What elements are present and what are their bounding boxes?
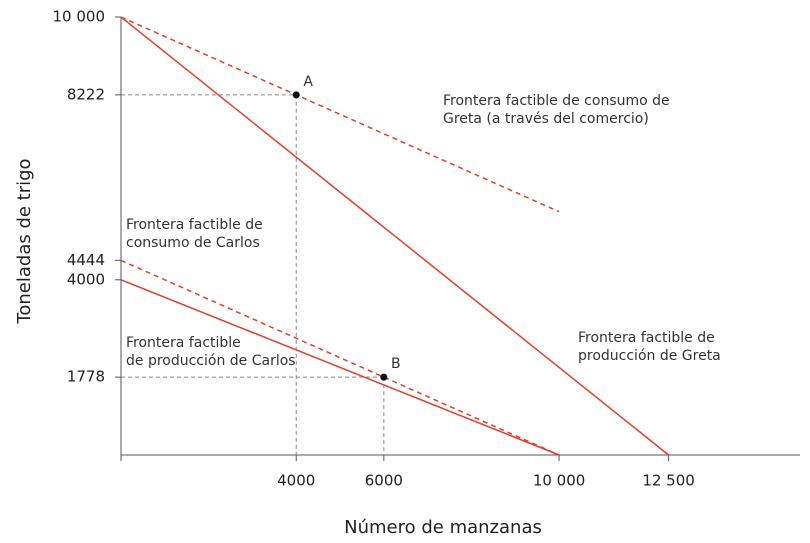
series-label: Frontera factible de consumo de <box>443 93 670 109</box>
y-tick-label: 8222 <box>67 85 105 103</box>
frontier-line <box>120 16 560 213</box>
frontier-line <box>120 259 560 456</box>
x-tick-label: 10 000 <box>533 472 586 490</box>
series-label: consumo de Carlos <box>126 235 260 251</box>
point-label: B <box>391 356 401 372</box>
frontier-line <box>120 16 670 456</box>
y-tick-label: 1778 <box>67 368 105 386</box>
series-label: Frontera factible de <box>578 330 715 346</box>
x-axis-label: Número de manzanas <box>344 517 542 538</box>
y-tick-label: 4444 <box>67 251 105 269</box>
y-tick-label: 4000 <box>67 270 105 288</box>
series-label: Greta (a través del comercio) <box>443 111 649 127</box>
point <box>292 91 300 99</box>
x-tick-label: 4000 <box>277 472 315 490</box>
point <box>380 373 388 381</box>
x-tick-label: 12 500 <box>642 472 695 490</box>
series-label: Frontera factible de <box>126 217 263 233</box>
series-label: producción de Greta <box>578 348 721 364</box>
frontier-line <box>120 279 560 456</box>
y-tick-label: 10 000 <box>53 8 106 26</box>
series-label: de producción de Carlos <box>126 353 296 369</box>
series-label: Frontera factible <box>126 335 241 351</box>
point-label: A <box>303 74 313 90</box>
y-axis-label: Toneladas de trigo <box>14 158 35 324</box>
x-tick-label: 6000 <box>365 472 403 490</box>
